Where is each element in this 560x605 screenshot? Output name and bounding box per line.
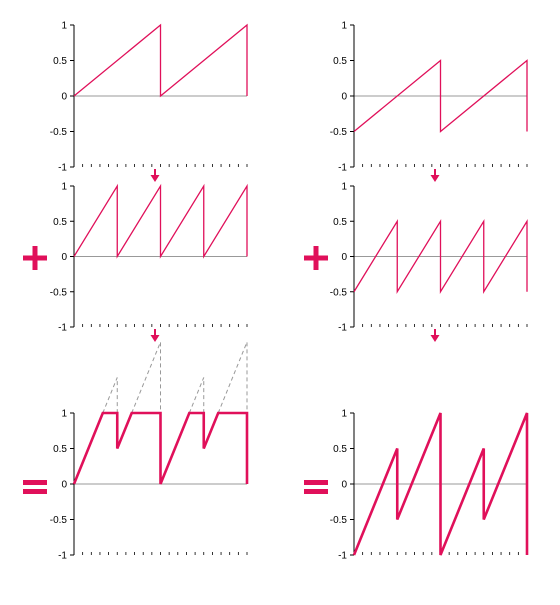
y-tick-label: -0.5 [330,287,348,298]
equals-sign-right [304,480,328,494]
y-tick-label: 0.5 [53,217,67,228]
equals-bar-top [23,480,47,485]
y-tick-label: 0 [341,480,347,491]
series-line-dashed [217,341,248,414]
y-tick-label: 0.5 [333,217,347,228]
y-tick-label: -0.5 [330,127,348,138]
y-tick-label: 0.5 [333,444,347,455]
y-tick-label: 0.5 [53,56,67,67]
y-tick-label: -0.5 [50,127,68,138]
equals-bar-top [304,480,328,485]
series-line-thick [352,412,529,556]
series-line-thin [73,23,248,98]
series-line-dashed [188,377,205,414]
arrow-left-2 [150,329,160,342]
y-tick-label: -1 [58,323,67,334]
plot-right-bottom: 1 0.5 0 -0.5 -1 [330,409,529,562]
y-tick-label: -1 [338,551,347,562]
down-arrow-icon [150,175,160,182]
down-arrow-icon [430,335,440,342]
y-tick-label: -0.5 [50,515,68,526]
plus-sign-left [23,246,47,270]
plot-left-top: 1 0.5 0 -0.5 -1 [50,21,248,174]
series-line-dashed [131,341,161,414]
equals-bar-bottom [23,489,47,494]
series-line-dashed [102,377,118,414]
plus-bar-v [32,246,38,270]
plot-right-top: 1 0.5 0 -0.5 -1 [330,21,528,174]
y-tick-label: -1 [58,551,67,562]
arrow-right-1 [430,169,440,182]
plot-right-middle: 1 0.5 0 -0.5 -1 [330,182,528,334]
plot-left-bottom: 1 0.5 0 -0.5 -1 [50,341,249,562]
series-line-thick [72,411,249,485]
plot-left-middle: 1 0.5 0 -0.5 -1 [50,182,248,334]
down-arrow-icon [150,335,160,342]
y-tick-label: 0 [341,252,347,263]
y-tick-label: -1 [58,163,67,174]
y-tick-label: 0.5 [53,444,67,455]
y-tick-label: -0.5 [50,287,68,298]
y-tick-label: -1 [338,323,347,334]
y-tick-label: 1 [61,21,67,32]
series-line-thin [73,183,248,259]
arrow-left-1 [150,169,160,182]
y-tick-label: 0 [61,480,67,491]
y-tick-label: 1 [341,409,347,420]
y-tick-label: 1 [341,182,347,193]
y-tick-label: -0.5 [330,515,348,526]
y-tick-label: 1 [341,21,347,32]
plus-bar-v [313,246,319,270]
series-line-thin [353,218,528,295]
arrow-right-2 [430,329,440,342]
equals-bar-bottom [304,489,328,494]
plus-sign-right [304,246,328,270]
y-tick-label: 1 [61,409,67,420]
equals-sign-left [23,480,47,494]
y-tick-label: -1 [338,163,347,174]
y-tick-label: 0.5 [333,56,347,67]
y-tick-label: 0 [341,92,347,103]
y-tick-label: 0 [61,92,67,103]
y-tick-label: 1 [61,182,67,193]
down-arrow-icon [430,175,440,182]
y-tick-label: 0 [61,252,67,263]
series-line-thin [353,59,528,133]
